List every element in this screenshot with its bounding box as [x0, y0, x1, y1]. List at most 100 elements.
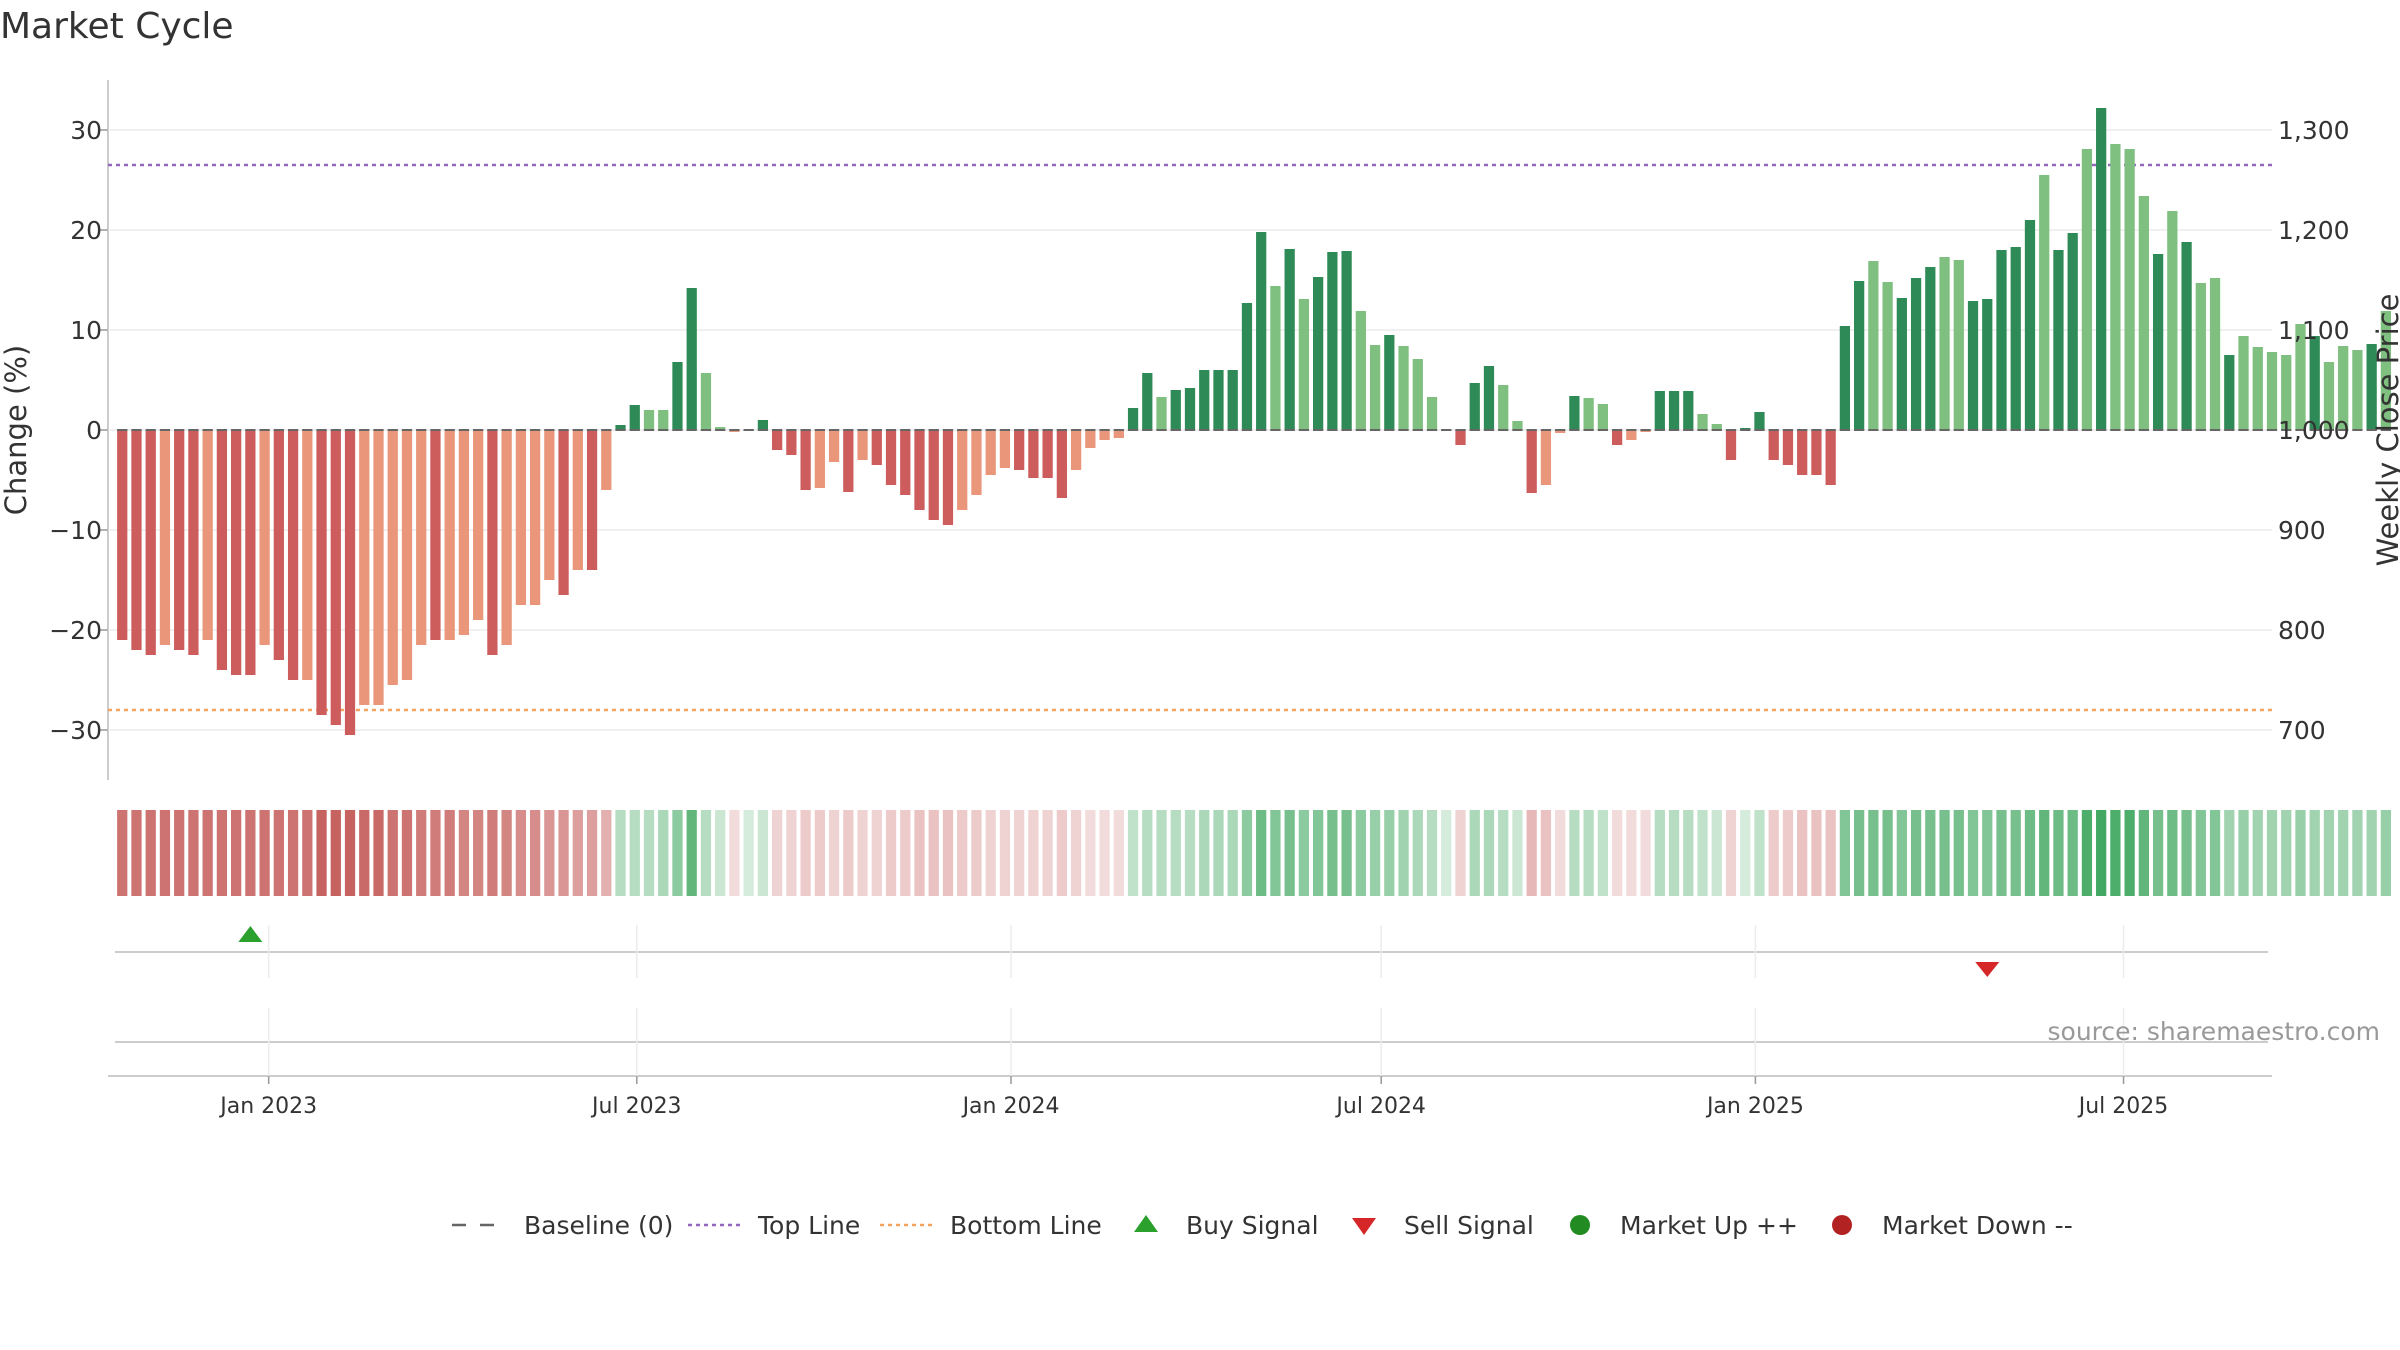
heat-cell [971, 810, 982, 896]
bar [245, 430, 256, 675]
bar [601, 430, 612, 490]
heat-cell [814, 810, 825, 896]
heat-cell [2010, 810, 2021, 896]
heat-cell [1369, 810, 1381, 896]
heat-cell [914, 810, 925, 896]
bar [458, 430, 470, 635]
bar [2039, 175, 2050, 430]
heat-cell [1028, 810, 1039, 896]
bar [786, 430, 797, 455]
legend-market-up-swatch [1570, 1215, 1590, 1235]
heat-cell [2224, 810, 2235, 896]
legend-label-bottom: Bottom Line [950, 1211, 1102, 1240]
bar [216, 430, 228, 670]
y-tick-label: 30 [70, 116, 102, 145]
bar [615, 425, 626, 430]
bar [2252, 347, 2263, 430]
heat-cell [1939, 810, 1950, 896]
heat-cell [942, 810, 954, 896]
bar [2053, 250, 2064, 430]
legend-market-down-swatch [1832, 1215, 1852, 1235]
bar [1142, 373, 1153, 430]
bar [1953, 260, 1964, 430]
bar [131, 430, 142, 650]
heat-cell [174, 810, 185, 896]
heat-cell [2266, 810, 2278, 896]
bar [273, 430, 284, 660]
heat-cell [2081, 810, 2093, 896]
legend-label-baseline: Baseline (0) [524, 1211, 673, 1240]
bar [1583, 398, 1594, 430]
heat-cell [1199, 810, 1210, 896]
heat-cell [1640, 810, 1651, 896]
heat-cell [601, 810, 612, 896]
bar [1754, 412, 1765, 430]
heat-cell [458, 810, 470, 896]
heat-cell [145, 810, 156, 896]
bar [1412, 359, 1423, 430]
bar [1156, 397, 1167, 430]
bar [2081, 149, 2093, 430]
heat-cell [544, 810, 555, 896]
heat-cell [2252, 810, 2263, 896]
heat-cell [2380, 810, 2392, 896]
heat-cell [1782, 810, 1794, 896]
legend: Baseline (0) Top Line Bottom Line Buy Signa… [452, 1211, 2073, 1240]
bar [2152, 254, 2164, 430]
x-tick-label: Jan 2024 [961, 1094, 1060, 1119]
bar [1313, 277, 1324, 430]
heat-cell [1697, 810, 1708, 896]
y2-tick-label: 900 [2278, 516, 2326, 545]
heat-cell [1241, 810, 1253, 896]
bar [1512, 421, 1523, 430]
heat-cell [344, 810, 356, 896]
bar [1170, 390, 1181, 430]
heat-cell [1113, 810, 1124, 896]
heat-cell [1740, 810, 1751, 896]
x-tick-label: Jan 2025 [1705, 1094, 1804, 1119]
bar [344, 430, 356, 735]
heat-cell [302, 810, 313, 896]
heat-cell [159, 810, 171, 896]
bar [1070, 430, 1082, 470]
bar [1298, 299, 1310, 430]
heat-cell [1412, 810, 1423, 896]
heat-cell [2195, 810, 2206, 896]
heat-cell [772, 810, 783, 896]
bar [1711, 424, 1722, 430]
heat-cell [1127, 810, 1139, 896]
heat-cell [117, 810, 128, 896]
bar [287, 430, 299, 680]
heat-cell [2138, 810, 2149, 896]
bar [1668, 391, 1680, 430]
bar [2209, 278, 2221, 430]
heat-cell [1754, 810, 1765, 896]
heat-cell [231, 810, 242, 896]
heat-cell [1996, 810, 2007, 896]
heat-cell [643, 810, 655, 896]
heat-cell [1925, 810, 1936, 896]
heat-cell [1341, 810, 1352, 896]
bar [586, 430, 598, 570]
legend-label-down: Market Down -- [1882, 1211, 2073, 1240]
heat-cell [2295, 810, 2306, 896]
bar [999, 430, 1011, 468]
bar [1355, 311, 1366, 430]
heat-cell [202, 810, 213, 896]
bar [1199, 370, 1210, 430]
bar [1825, 430, 1836, 485]
bar [971, 430, 982, 495]
heat-cell [1569, 810, 1580, 896]
bar [1241, 303, 1253, 430]
heat-cell [1597, 810, 1608, 896]
heat-cell [1056, 810, 1067, 896]
legend-buy-swatch [1134, 1215, 1158, 1232]
bar [1868, 261, 1879, 430]
heat-cell [359, 810, 370, 896]
heat-cell [1327, 810, 1338, 896]
bar [2380, 311, 2392, 430]
bar [900, 430, 911, 495]
heat-cell [1540, 810, 1552, 896]
heat-cell [1042, 810, 1053, 896]
heat-cell [216, 810, 228, 896]
